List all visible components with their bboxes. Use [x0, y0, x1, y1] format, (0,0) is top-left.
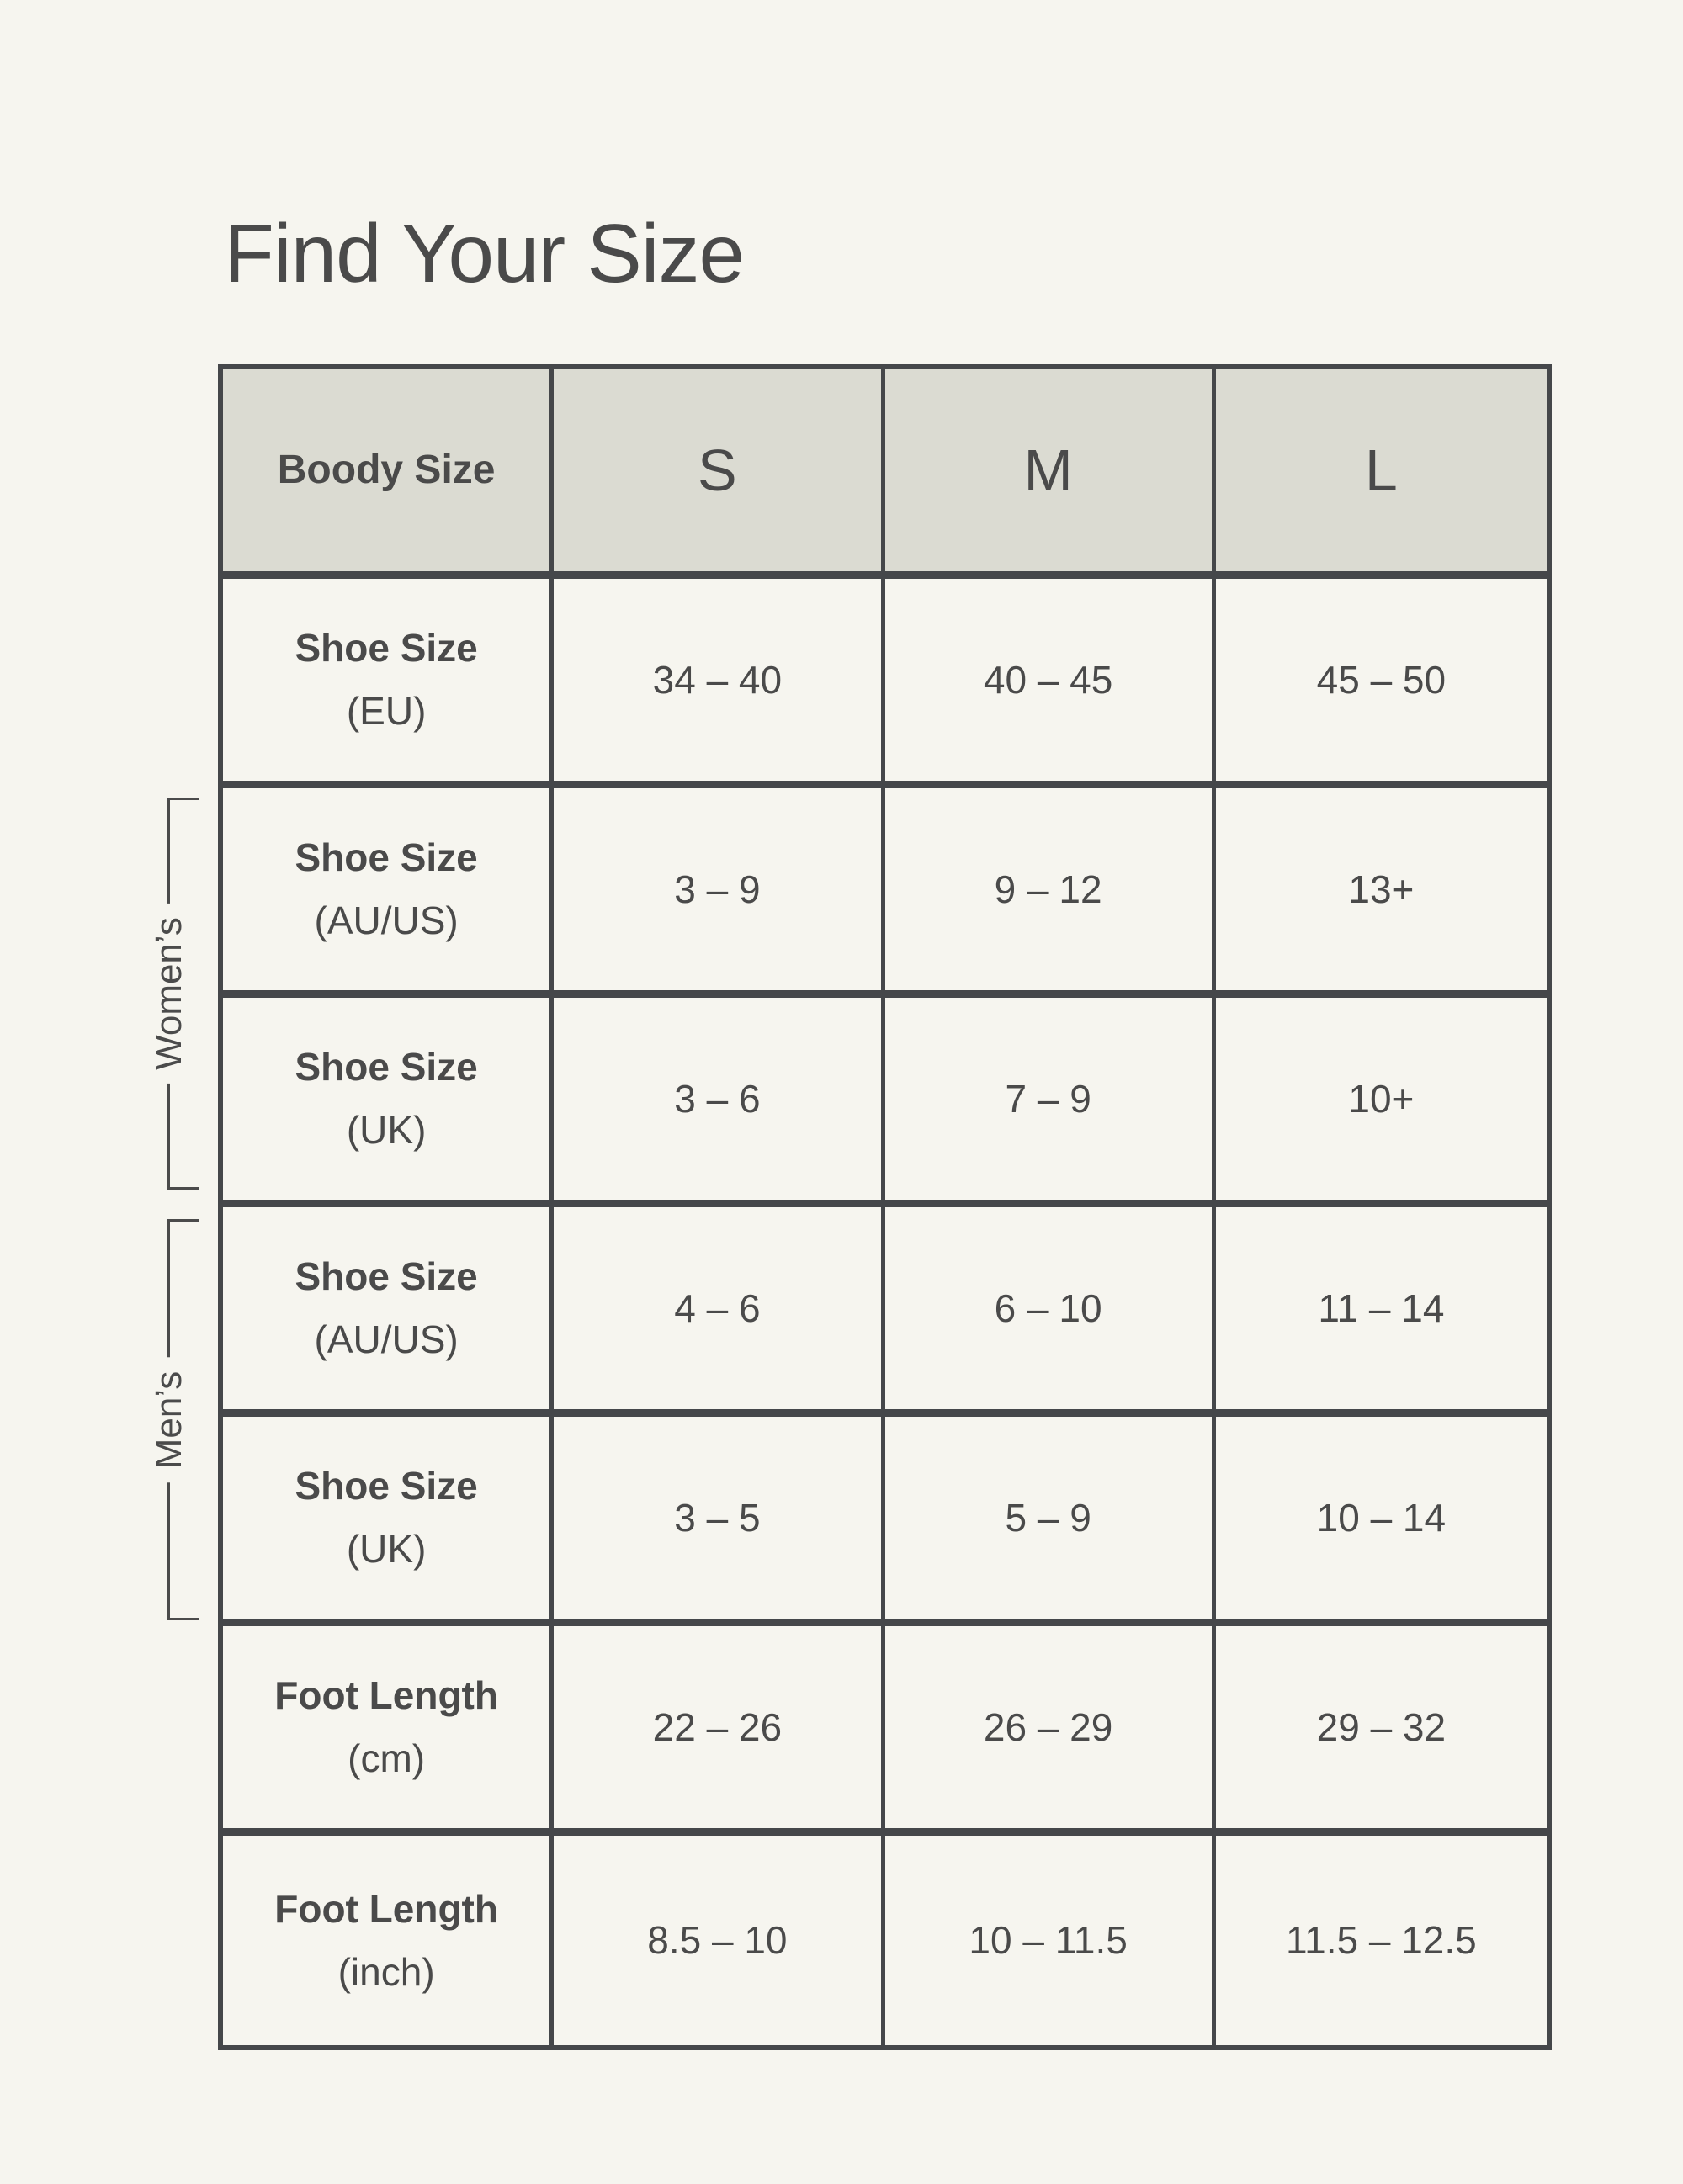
- value-cell: 10 – 14: [1215, 1417, 1547, 1626]
- value-cell: 34 – 40: [554, 579, 885, 788]
- cell-value: 10 – 11.5: [969, 1918, 1128, 1963]
- row-label-cell: Shoe Size (AU/US): [223, 788, 555, 998]
- cell-value: 45 – 50: [1316, 657, 1447, 702]
- row-label-cell: Shoe Size (UK): [223, 998, 555, 1207]
- page-title: Find Your Size: [224, 206, 745, 300]
- row-unit: (AU/US): [314, 1317, 459, 1361]
- row-label: Shoe Size: [295, 1045, 478, 1089]
- row-label-cell: Foot Length (inch): [223, 1836, 555, 2045]
- row-unit: (UK): [346, 1108, 427, 1152]
- value-cell: 26 – 29: [884, 1626, 1216, 1836]
- cell-value: 40 – 45: [983, 657, 1113, 702]
- header-label: Boody Size: [277, 447, 496, 492]
- cell-value: 26 – 29: [983, 1704, 1113, 1749]
- row-label-cell: Foot Length (cm): [223, 1626, 555, 1836]
- row-unit: (EU): [346, 689, 427, 733]
- value-cell: 11 – 14: [1215, 1207, 1547, 1417]
- cell-value: 10+: [1348, 1076, 1415, 1121]
- size-l-label: L: [1364, 437, 1398, 503]
- cell-value: 4 – 6: [674, 1285, 761, 1330]
- size-s-label: S: [698, 437, 737, 503]
- cell-value: 5 – 9: [1005, 1495, 1091, 1540]
- row-unit: (cm): [348, 1736, 426, 1780]
- cell-value: 34 – 40: [652, 657, 783, 702]
- cell-value: 3 – 9: [674, 867, 761, 911]
- value-cell: 5 – 9: [884, 1417, 1216, 1626]
- womens-group-label: Women’s: [148, 904, 190, 1084]
- row-label-cell: Shoe Size (UK): [223, 1417, 555, 1626]
- cell-value: 8.5 – 10: [647, 1918, 788, 1963]
- value-cell: 3 – 5: [554, 1417, 885, 1626]
- value-cell: 40 – 45: [884, 579, 1216, 788]
- cell-value: 11.5 – 12.5: [1285, 1918, 1477, 1963]
- row-label: Foot Length: [274, 1886, 498, 1931]
- row-label-cell: Shoe Size (EU): [223, 579, 555, 788]
- cell-value: 22 – 26: [652, 1704, 783, 1749]
- value-cell: 22 – 26: [554, 1626, 885, 1836]
- cell-value: 29 – 32: [1316, 1704, 1447, 1749]
- cell-value: 3 – 5: [674, 1495, 761, 1540]
- value-cell: 45 – 50: [1215, 579, 1547, 788]
- value-cell: 3 – 9: [554, 788, 885, 998]
- size-chart-table: Boody Size S M L Shoe Size (EU) 34 – 40 …: [218, 364, 1552, 2050]
- value-cell: 29 – 32: [1215, 1626, 1547, 1836]
- value-cell: 8.5 – 10: [554, 1836, 885, 2045]
- header-cell-size-l: L: [1215, 369, 1547, 579]
- header-cell-size-m: M: [884, 369, 1216, 579]
- value-cell: 10 – 11.5: [885, 1836, 1216, 2045]
- header-cell-size-s: S: [554, 369, 885, 579]
- value-cell: 11.5 – 12.5: [1216, 1836, 1547, 2045]
- row-label: Shoe Size: [295, 1254, 478, 1299]
- value-cell: 6 – 10: [884, 1207, 1216, 1417]
- value-cell: 7 – 9: [884, 998, 1216, 1207]
- cell-value: 11 – 14: [1318, 1285, 1445, 1330]
- value-cell: 4 – 6: [554, 1207, 885, 1417]
- cell-value: 10 – 14: [1316, 1495, 1447, 1540]
- cell-value: 6 – 10: [994, 1285, 1102, 1330]
- row-label-cell: Shoe Size (AU/US): [223, 1207, 555, 1417]
- value-cell: 9 – 12: [884, 788, 1216, 998]
- row-label: Shoe Size: [295, 1464, 478, 1508]
- value-cell: 10+: [1215, 998, 1547, 1207]
- row-unit: (inch): [337, 1949, 435, 1994]
- header-cell-boody-size: Boody Size: [223, 369, 555, 579]
- row-label: Shoe Size: [295, 626, 478, 671]
- cell-value: 3 – 6: [674, 1076, 761, 1121]
- cell-value: 7 – 9: [1005, 1076, 1091, 1121]
- value-cell: 13+: [1215, 788, 1547, 998]
- mens-group-label: Men’s: [148, 1357, 190, 1483]
- row-unit: (UK): [346, 1527, 427, 1571]
- value-cell: 3 – 6: [554, 998, 885, 1207]
- size-m-label: M: [1023, 437, 1073, 503]
- cell-value: 9 – 12: [994, 867, 1102, 911]
- row-label: Foot Length: [274, 1673, 498, 1718]
- row-unit: (AU/US): [314, 899, 459, 942]
- row-label: Shoe Size: [295, 835, 478, 880]
- cell-value: 13+: [1348, 867, 1415, 911]
